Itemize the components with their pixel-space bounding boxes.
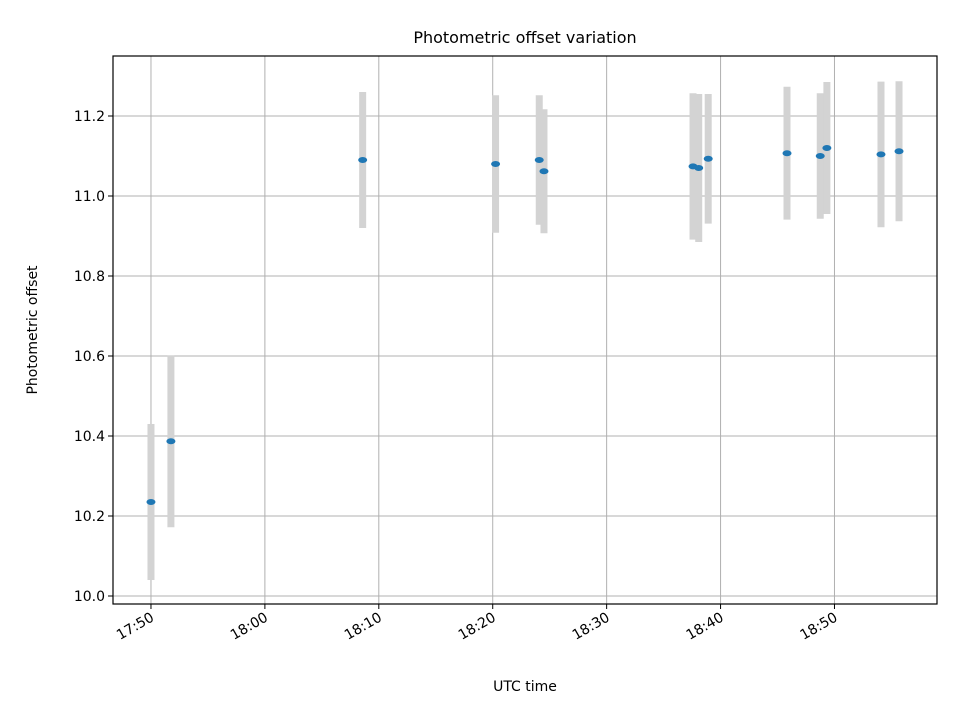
grid (113, 56, 937, 604)
data-point (146, 499, 156, 505)
y-tick-label: 10.2 (74, 509, 105, 525)
data-point (815, 153, 825, 159)
data-point (539, 168, 549, 175)
y-tick-label: 10.4 (74, 429, 105, 445)
chart-title: Photometric offset variation (413, 28, 636, 47)
y-tick-label: 11.2 (74, 109, 105, 125)
data-point (694, 165, 704, 171)
y-axis: 10.0 10.2 10.4 10.6 10.8 11.0 11.2 (74, 109, 113, 605)
data-point (782, 150, 792, 157)
data-point (894, 148, 904, 155)
data-point (822, 145, 832, 151)
data-point (534, 157, 544, 163)
y-tick-label: 10.8 (74, 269, 105, 285)
plot-area (113, 56, 937, 604)
x-axis-label: UTC time (493, 679, 557, 695)
y-tick-label: 10.0 (74, 589, 105, 605)
data-point (491, 161, 501, 167)
data-points (146, 145, 904, 505)
data-point (358, 157, 368, 163)
y-axis-label: Photometric offset (25, 265, 41, 395)
plot-frame (112, 55, 938, 605)
data-point (876, 151, 886, 158)
y-tick-label: 11.0 (74, 189, 105, 205)
data-point (703, 155, 713, 162)
y-tick-label: 10.6 (74, 349, 105, 365)
data-point (166, 438, 176, 445)
